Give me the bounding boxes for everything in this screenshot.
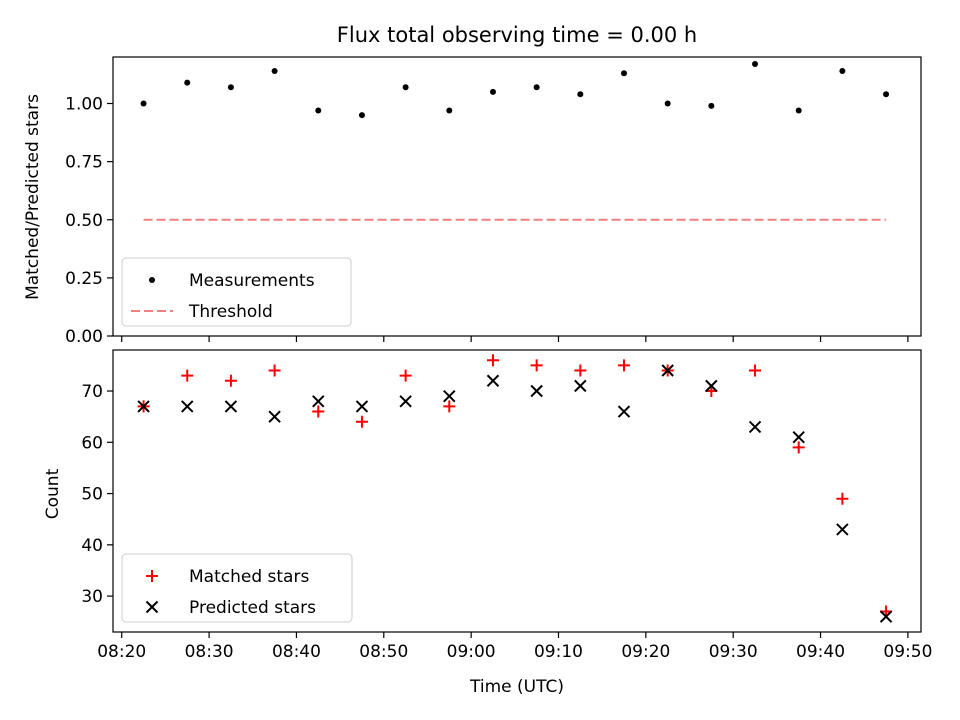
predicted-star-point <box>268 410 281 423</box>
x-tick-label: 09:20 <box>621 642 670 662</box>
matched-star-point <box>618 359 631 372</box>
measurement-point <box>140 100 147 107</box>
measurement-point <box>402 84 409 91</box>
measurement-point <box>708 102 715 109</box>
predicted-star-point <box>836 523 849 536</box>
y-tick-label: 1.00 <box>65 95 103 115</box>
plot-frame <box>112 56 922 337</box>
predicted-star-point <box>137 400 150 413</box>
y-tick-label: 40 <box>81 536 103 556</box>
predicted-star-point <box>879 610 893 623</box>
measurement-point <box>795 107 802 114</box>
matched-star-point <box>836 492 849 505</box>
y-tick-label: 60 <box>81 433 103 453</box>
matched-star-point <box>530 359 543 372</box>
x-tick-label: 09:50 <box>883 642 932 662</box>
legend-box <box>121 257 352 327</box>
y-tick-label: 50 <box>81 485 103 505</box>
measurement-point <box>621 70 628 77</box>
matched-star-point <box>486 354 499 367</box>
legend-label: Measurements <box>189 271 315 291</box>
legend-matched-marker <box>146 570 158 582</box>
measurement-point <box>446 107 453 114</box>
x-tick-label: 09:30 <box>709 642 758 662</box>
legend-label: Predicted stars <box>189 598 316 618</box>
predicted-star-point <box>530 384 543 398</box>
predicted-star-point <box>574 379 587 393</box>
matched-star-point <box>312 405 325 418</box>
legend-measurement-marker <box>149 277 155 283</box>
x-tick-label: 09:40 <box>796 642 845 662</box>
ratio-ylabel: Matched/Predicted stars <box>23 94 43 300</box>
predicted-star-point <box>355 400 369 413</box>
measurement-point <box>271 67 278 74</box>
measurement-point <box>577 91 584 98</box>
measurement-point <box>315 107 322 114</box>
y-tick-label: 0.25 <box>65 269 103 289</box>
measurement-point <box>358 112 365 119</box>
y-tick-label: 30 <box>81 587 103 607</box>
measurement-point <box>839 67 846 74</box>
matched-star-point <box>399 369 412 382</box>
predicted-star-point <box>486 374 500 387</box>
legend-predicted-marker <box>145 600 159 614</box>
measurement-point <box>184 79 191 86</box>
measurement-point <box>883 91 890 98</box>
x-tick-label: 08:30 <box>185 642 234 662</box>
x-tick-label: 09:00 <box>447 642 496 662</box>
predicted-star-point <box>312 395 325 408</box>
y-tick-label: 70 <box>81 382 103 402</box>
predicted-star-point <box>748 420 762 434</box>
predicted-star-point <box>399 395 412 408</box>
matched-star-point <box>181 369 194 382</box>
predicted-star-point <box>705 379 718 393</box>
x-axis-label: Time (UTC) <box>469 677 564 697</box>
predicted-star-point <box>661 364 674 377</box>
matched-star-point <box>355 415 368 428</box>
legend-label: Matched stars <box>189 567 309 587</box>
predicted-star-point <box>617 405 631 418</box>
measurement-point <box>489 88 496 95</box>
measurement-point <box>227 84 234 91</box>
ratio-panel: 0.00 0.25 0.50 0.75 1.00 Measurements Threshol… <box>65 56 922 347</box>
y-tick-label: 0.00 <box>65 327 103 347</box>
count-ylabel: Count <box>43 468 63 519</box>
y-tick-label: 0.50 <box>65 211 103 231</box>
x-tick-label: 08:20 <box>97 642 146 662</box>
matched-star-point <box>268 364 281 377</box>
chart-title: Flux total observing time = 0.00 h <box>337 23 697 47</box>
predicted-star-point <box>792 430 805 444</box>
matched-star-point <box>749 364 762 377</box>
measurement-point <box>533 84 540 91</box>
legend-label: Threshold <box>188 302 273 322</box>
measurement-point <box>752 60 759 67</box>
y-tick-label: 0.75 <box>65 153 103 173</box>
x-tick-label: 09:10 <box>534 642 583 662</box>
predicted-star-point <box>224 400 238 413</box>
measurement-point <box>664 100 671 107</box>
matched-star-point <box>443 400 456 413</box>
count-panel: 30 40 50 60 70 08:20 08:30 08:40 08:50 09:00 09:10… <box>81 349 932 662</box>
matched-star-point <box>792 441 805 454</box>
legend-box <box>121 553 353 623</box>
plot-frame <box>112 349 922 633</box>
predicted-star-point <box>181 400 194 413</box>
x-tick-label: 08:50 <box>359 642 408 662</box>
predicted-star-point <box>443 389 456 403</box>
matched-star-point <box>224 374 237 387</box>
matched-star-point <box>574 364 587 377</box>
x-tick-label: 08:40 <box>272 642 321 662</box>
